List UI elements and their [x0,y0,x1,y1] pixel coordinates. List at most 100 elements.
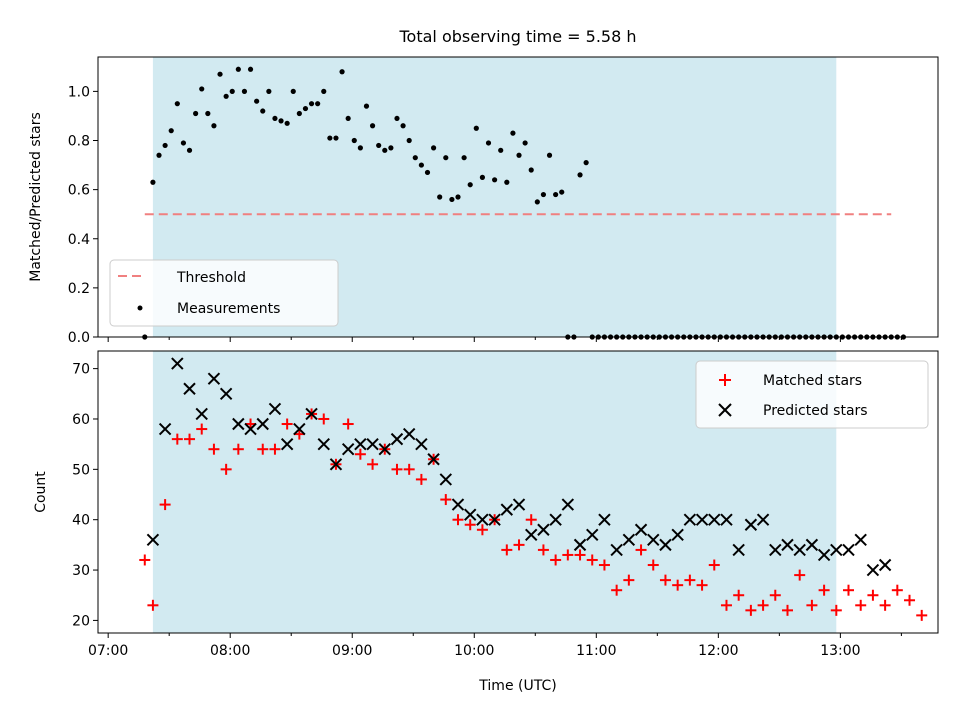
matched-point [659,574,671,586]
measurement-point [430,145,437,151]
predicted-point [293,422,306,436]
predicted-point [586,528,599,542]
measurement-point [485,140,492,146]
matched-point [415,473,427,485]
matched-point [562,549,574,561]
matched-point [806,599,818,611]
measurement-point [400,123,406,129]
matched-point [586,554,598,566]
measurement-point [406,137,412,144]
predicted-point [451,498,465,511]
predicted-point [415,437,428,451]
predicted-point [854,533,867,547]
measurement-point [418,162,424,168]
measurement-point [308,101,315,107]
measurement-point [211,123,217,129]
matched-point [501,544,513,556]
measurement-point [272,115,278,122]
bottom-xticks: 07:00 08:00 09:00 10:00 11:00 12:00 13:00 [88,633,902,659]
predicted-point [268,402,282,416]
bottom-ytick-label: 60 [72,412,90,428]
matched-point [879,599,891,611]
measurement-point [156,152,162,158]
measurement-point [186,147,193,153]
measurement-point [382,147,388,153]
matched-point [769,589,781,601]
predicted-point [647,533,660,547]
measurement-point [553,191,559,198]
matched-point [550,554,562,566]
predicted-point [171,357,184,370]
legend-predicted-label: Predicted stars [763,403,868,419]
measurement-point [412,155,418,161]
measurement-point [315,101,321,107]
matched-point [684,574,696,586]
matched-point [391,463,403,475]
matched-point [891,584,903,596]
predicted-points [146,357,892,577]
measurement-point [296,110,302,117]
matched-point [159,499,171,511]
matched-point [672,579,684,591]
matched-point [647,559,659,571]
bottom-ytick-label: 40 [72,513,90,529]
top-ytick-label: 0.0 [68,330,90,346]
matched-point [635,544,647,556]
measurement-point [193,110,199,117]
matched-point [818,584,830,596]
predicted-point [219,387,233,401]
measurement-point [369,123,376,129]
measurement-point [510,130,516,136]
matched-point [220,463,232,475]
predicted-point [500,503,514,516]
predicted-point [817,548,831,562]
top-legend-box [109,259,339,327]
matched-point [830,604,842,616]
measurement-point [339,69,345,75]
measurement-point [266,88,272,94]
x-axis-label: Time (UTC) [478,678,556,694]
matched-point [184,433,196,445]
predicted-point [720,513,733,526]
predicted-point [146,533,160,547]
predicted-point [488,513,501,526]
top-xticks [107,337,902,342]
predicted-point [195,407,208,421]
measurement-point [449,196,455,203]
predicted-point [256,417,269,431]
measurement-point [363,103,370,109]
bottom-ytick-label: 20 [72,613,90,629]
bottom-xtick-label: 13:00 [820,643,860,659]
predicted-point [866,563,880,577]
matched-point [708,559,720,571]
matched-point [440,494,452,506]
measurement-point [260,108,266,114]
predicted-point [805,538,819,552]
predicted-point [402,427,416,441]
predicted-point [781,538,794,552]
predicted-point [232,417,245,431]
measurement-point [522,140,528,146]
matched-point [855,599,867,611]
matched-point [525,514,537,526]
measurement-point [205,110,211,117]
bottom-xtick-label: 10:00 [454,643,494,659]
bottom-legend-box [695,360,929,429]
measurement-point [437,194,443,200]
legend-measurements-label: Measurements [177,301,280,317]
measurement-point [479,174,486,180]
top-legend: Threshold Measurements [109,259,339,327]
matched-point [367,458,379,470]
measurement-point [467,182,473,188]
measurement-point [492,177,498,183]
measurement-point [583,160,589,166]
bottom-ytick-label: 70 [72,362,90,378]
matched-point [476,524,488,536]
predicted-point [708,513,721,526]
predicted-point [537,523,550,536]
predicted-point [769,543,782,557]
measurement-point [345,115,351,122]
measurement-point [394,115,400,122]
measurement-point [290,88,296,94]
